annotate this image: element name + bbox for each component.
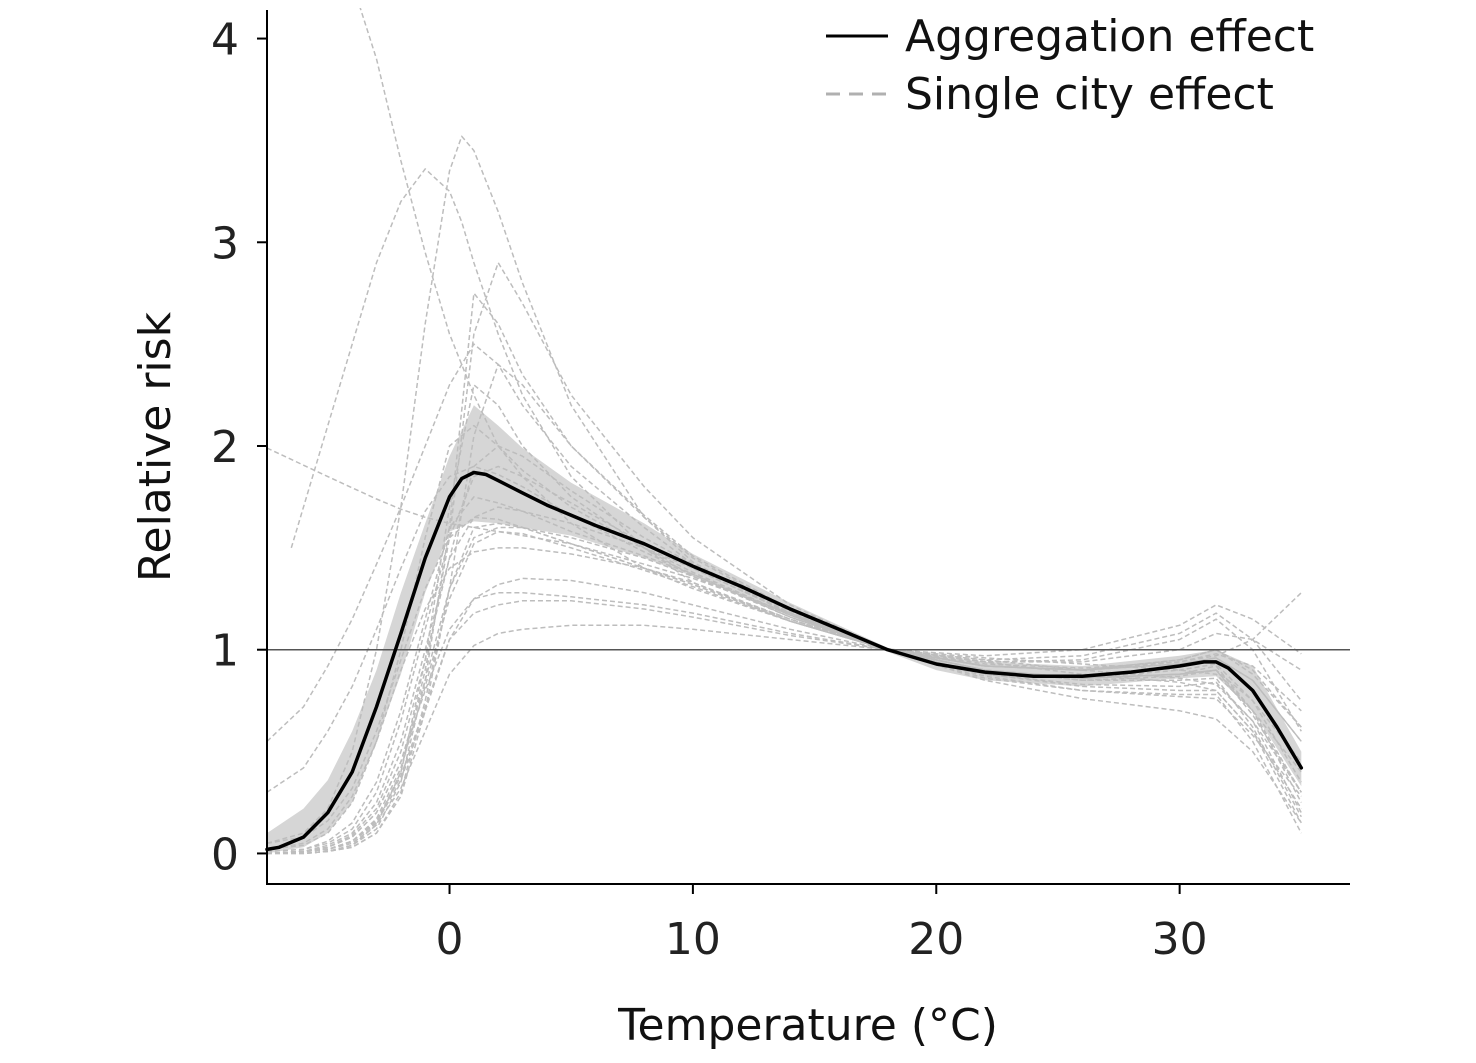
y-tick-label-4: 4 <box>211 15 239 66</box>
single-city-curve-15 <box>267 506 1302 855</box>
y-tick-label-2: 2 <box>211 422 239 473</box>
aggregation-curve <box>265 470 1304 852</box>
single-city-curve-5 <box>267 343 1302 742</box>
ticks: 0 10 20 30 0 1 2 3 4 <box>211 15 1208 965</box>
single-city-curve-4 <box>267 447 1302 671</box>
single-city-curve-23 <box>267 261 1302 855</box>
single-city-curve-3 <box>267 135 1302 845</box>
single-city-curve-7 <box>267 424 1302 851</box>
single-city-curve-10 <box>267 624 1302 855</box>
legend-label-aggregation: Aggregation effect <box>905 11 1314 62</box>
confidence-band <box>267 405 1302 854</box>
x-tick-label-20: 20 <box>908 914 964 965</box>
single-city-curves <box>267 8 1302 855</box>
aggregation-curve-group <box>265 470 1304 852</box>
y-tick-label-1: 1 <box>211 626 239 677</box>
y-tick-label-3: 3 <box>211 218 239 269</box>
single-city-curve-11 <box>267 600 1302 855</box>
single-city-curve-21 <box>267 522 1302 855</box>
y-tick-label-0: 0 <box>211 829 239 880</box>
single-city-curve-24 <box>267 530 1302 855</box>
single-city-curve-19 <box>267 465 1302 793</box>
single-city-curve-2 <box>359 8 1302 712</box>
single-city-curve-14 <box>267 496 1302 853</box>
x-tick-label-0: 0 <box>436 914 464 965</box>
single-city-curve-1 <box>290 168 1302 742</box>
x-tick-label-10: 10 <box>665 914 721 965</box>
single-city-curve-22 <box>267 363 1302 855</box>
x-tick-label-30: 30 <box>1152 914 1208 965</box>
single-city-curve-17 <box>267 445 1302 855</box>
single-city-curve-8 <box>267 465 1302 853</box>
confidence-band-area <box>267 405 1302 854</box>
x-axis-title: Temperature (°C) <box>617 1000 998 1051</box>
single-city-curve-18 <box>267 292 1302 855</box>
legend-label-single-city: Single city effect <box>905 69 1274 120</box>
axes <box>266 10 1350 885</box>
legend: Aggregation effect Single city effect <box>826 11 1314 120</box>
y-axis-title: Relative risk <box>130 311 181 582</box>
single-city-curve-20 <box>267 577 1302 855</box>
